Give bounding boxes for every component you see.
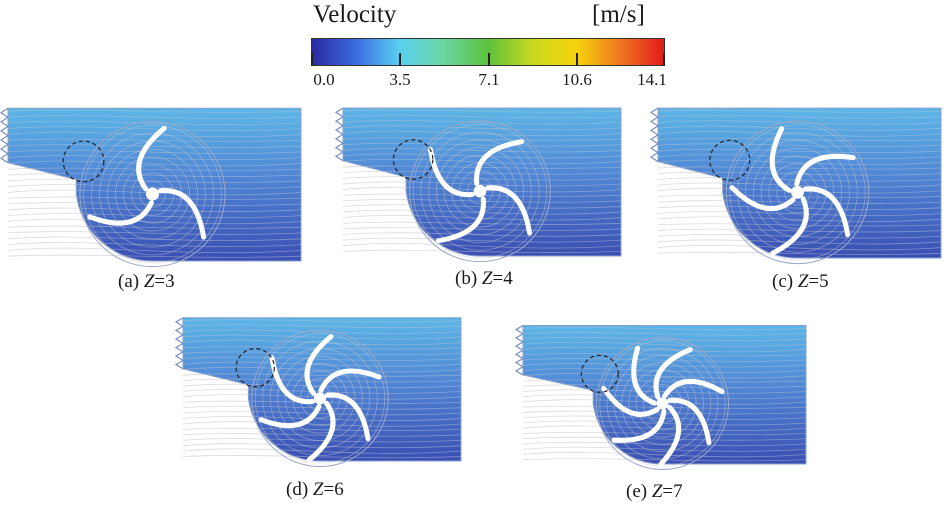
legend-unit: [m/s] <box>592 1 645 28</box>
tick-label: 14.1 <box>637 70 667 89</box>
caption-c: (c) Z=5 <box>772 271 829 292</box>
tick-mark <box>576 53 578 66</box>
streamline-panel-a <box>0 100 305 268</box>
streamline-panel-e <box>514 318 810 470</box>
flow-field-image <box>174 317 462 468</box>
flow-field-image <box>514 324 807 470</box>
tick-mark <box>488 53 490 66</box>
caption-a: (a) Z=3 <box>118 271 175 292</box>
caption-e: (e) Z=7 <box>626 481 683 502</box>
streamline-panel-c <box>649 100 945 265</box>
tick-mark <box>311 53 313 66</box>
tick-label: 0.0 <box>313 70 335 89</box>
caption-d: (d) Z=6 <box>286 479 344 500</box>
tick-label: 7.1 <box>478 70 500 89</box>
flow-field-image <box>334 107 622 263</box>
caption-b: (b) Z=4 <box>455 268 513 289</box>
streamline-panel-d <box>174 310 465 468</box>
tick-label: 10.6 <box>562 70 592 89</box>
tick-label: 3.5 <box>389 70 411 89</box>
legend-title: Velocity <box>313 1 397 28</box>
tick-mark <box>663 53 665 66</box>
tick-mark <box>399 53 401 66</box>
flow-field-image <box>649 107 942 265</box>
flow-field-image <box>0 107 302 268</box>
streamline-panel-b <box>334 100 625 263</box>
